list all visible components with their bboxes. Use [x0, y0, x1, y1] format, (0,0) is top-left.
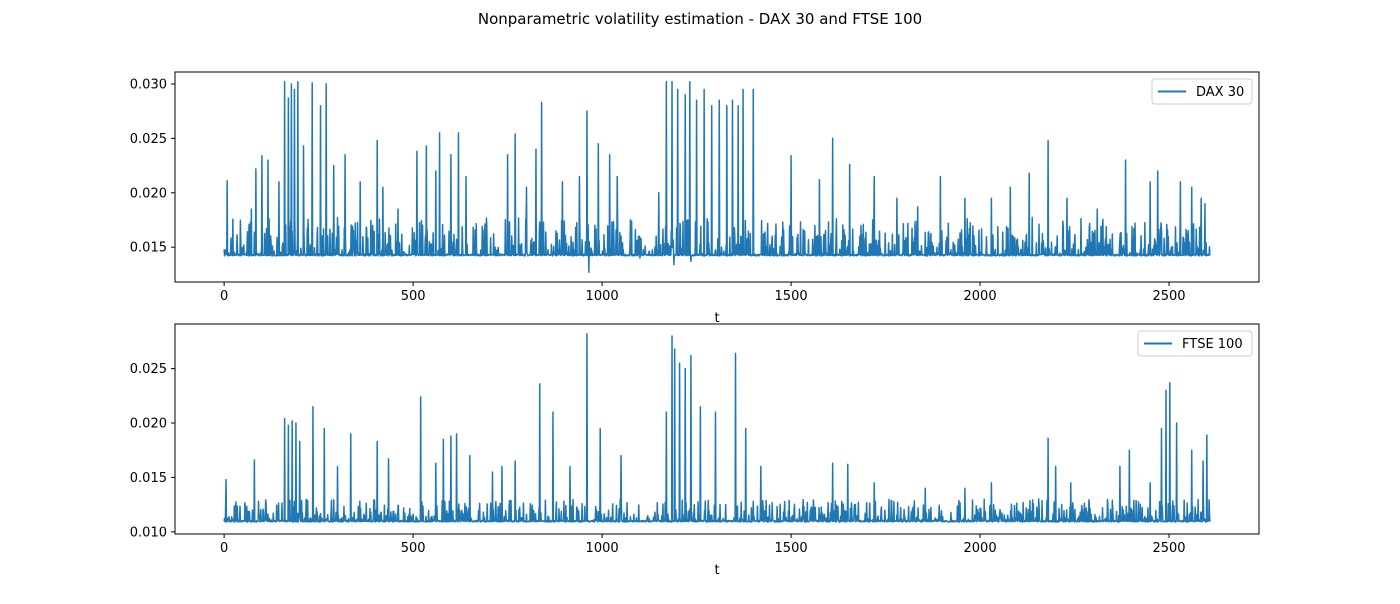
ftse-yaxis: 0.010 0.015 0.020 0.025 [130, 362, 175, 540]
dax-ytick-label: 0.020 [130, 186, 167, 201]
dax-xtick-label: 1500 [775, 289, 808, 304]
dax-ytick-label: 0.025 [130, 132, 167, 147]
dax-xtick-label: 1000 [586, 289, 619, 304]
ftse-ytick-label: 0.025 [130, 362, 167, 377]
dax-xtick-label: 2000 [964, 289, 997, 304]
ftse-xtick-label: 2000 [964, 541, 997, 556]
dax-panel: 0 500 1000 1500 2000 2500 0.015 0.020 0.025 0.03… [130, 71, 1260, 326]
ftse-legend-box [1137, 330, 1253, 357]
dax-ytick-label: 0.015 [130, 241, 167, 256]
ftse-ytick-label: 0.020 [130, 417, 167, 432]
ftse-xtick-label: 1000 [586, 541, 619, 556]
dax-legend-label: DAX 30 [1196, 85, 1244, 100]
ftse-xtick-label: 0 [220, 541, 228, 556]
ftse-series-line [223, 333, 1211, 523]
ftse-xlabel: t [714, 563, 719, 578]
dax-legend: DAX 30 [1151, 78, 1253, 105]
dax-xtick-label: 2500 [1152, 289, 1185, 304]
dax-series-layer [223, 81, 1211, 273]
ftse-ytick-label: 0.015 [130, 471, 167, 486]
ftse-xtick-label: 2500 [1152, 541, 1185, 556]
dax-legend-box [1151, 78, 1253, 105]
ftse-xtick-label: 1500 [775, 541, 808, 556]
ftse-xtick-label: 500 [401, 541, 426, 556]
ftse-panel: 0 500 1000 1500 2000 2500 0.010 0.015 0.020 0.02… [130, 323, 1260, 578]
dax-series-line [223, 81, 1211, 273]
dax-xaxis: 0 500 1000 1500 2000 2500 [220, 282, 1186, 304]
ftse-legend-label: FTSE 100 [1182, 337, 1243, 352]
ftse-plot-area [175, 324, 1259, 534]
figure-title: Nonparametric volatility estimation - DA… [478, 10, 922, 28]
ftse-legend: FTSE 100 [1137, 330, 1253, 357]
dax-yaxis: 0.015 0.020 0.025 0.030 [130, 77, 175, 256]
dax-xtick-label: 0 [220, 289, 228, 304]
dax-plot-frame [174, 71, 1260, 283]
dax-xtick-label: 500 [401, 289, 426, 304]
dax-xlabel: t [714, 311, 719, 326]
ftse-ytick-label: 0.010 [130, 525, 167, 540]
dax-ytick-label: 0.030 [130, 77, 167, 92]
ftse-series-layer [223, 333, 1211, 523]
ftse-xaxis: 0 500 1000 1500 2000 2500 [220, 534, 1186, 556]
ftse-plot-frame [174, 323, 1260, 535]
